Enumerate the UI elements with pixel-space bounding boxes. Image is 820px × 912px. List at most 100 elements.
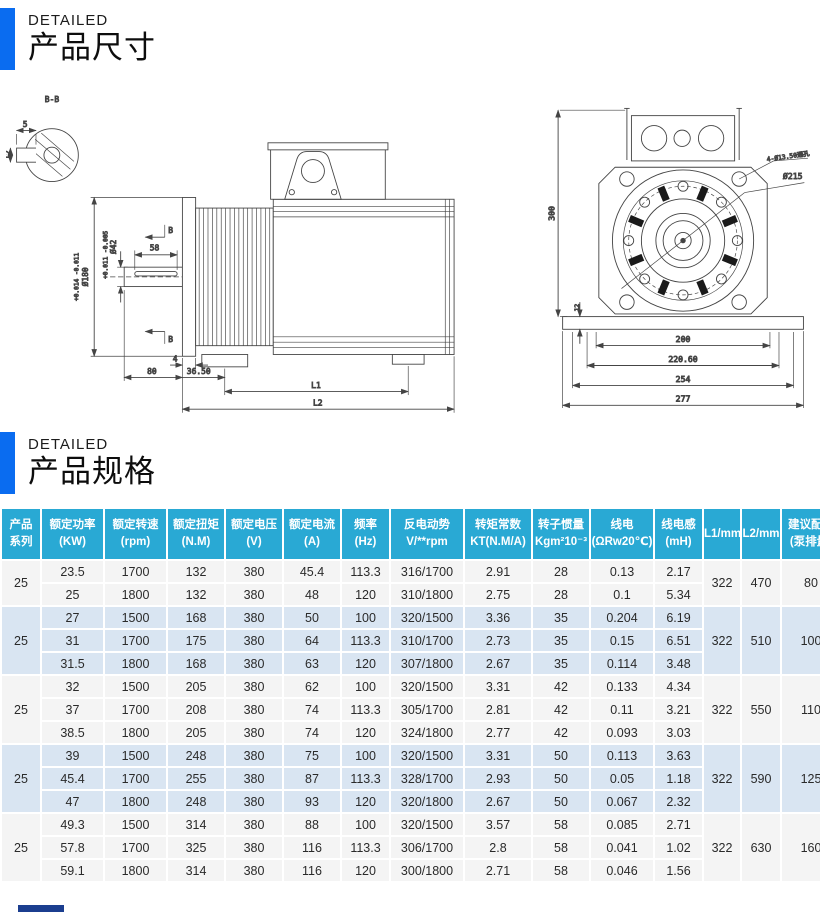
dim-l1: L1: [311, 381, 321, 390]
value-cell: 320/1500: [391, 814, 463, 835]
value-cell: 2.71: [465, 860, 531, 881]
value-cell: 2.71: [655, 814, 702, 835]
table-row: 45.4 1700 255 380 87 113.3 328/1700 2.93 50 0.05 1…: [2, 768, 820, 789]
value-cell: 0.11: [591, 699, 653, 720]
value-cell: 1.56: [655, 860, 702, 881]
value-cell: 93: [284, 791, 340, 812]
l2-cell: 630: [742, 814, 780, 881]
value-cell: 2.75: [465, 584, 531, 605]
value-cell: 50: [533, 745, 589, 766]
product-detail-page: { "colors": { "accent": "#0a6cf0", "tabl…: [0, 8, 820, 912]
value-cell: 325: [168, 837, 224, 858]
value-cell: 380: [226, 814, 282, 835]
table-row: 25 49.3 1500 314 380 88 100 320/1500 3.57 58 0.085…: [2, 814, 820, 881]
dim-3650: 36.50: [187, 367, 211, 376]
value-cell: 1700: [105, 630, 166, 651]
config-cell: 125: [782, 745, 820, 812]
column-header: 额定转速 (rpm): [105, 509, 166, 559]
value-cell: 50: [533, 768, 589, 789]
spec-table-header-row: 产品 系列 额定功率 (KW) 额定转速 (rpm) 额定扭矩 (N.M) 额定电压 (V) 额定电…: [2, 509, 820, 559]
value-cell: 23.5: [42, 561, 103, 582]
value-cell: 3.63: [655, 745, 702, 766]
value-cell: 2.8: [465, 837, 531, 858]
l2-cell: 590: [742, 745, 780, 812]
value-cell: 380: [226, 722, 282, 743]
value-cell: 25: [42, 584, 103, 605]
value-cell: 205: [168, 676, 224, 697]
value-cell: 314: [168, 860, 224, 881]
value-cell: 113.3: [342, 768, 389, 789]
value-cell: 58: [533, 814, 589, 835]
value-cell: 116: [284, 837, 340, 858]
value-cell: 132: [168, 584, 224, 605]
value-cell: 1500: [105, 676, 166, 697]
value-cell: 120: [342, 722, 389, 743]
column-header: 额定功率 (KW): [42, 509, 103, 559]
l2-cell: 510: [742, 607, 780, 674]
spec-table-wrap: 产品 系列 额定功率 (KW) 额定转速 (rpm) 额定扭矩 (N.M) 额定电压 (V) 额定电…: [0, 507, 820, 883]
section-eyebrow: DETAILED: [28, 436, 109, 454]
value-cell: 3.31: [465, 745, 531, 766]
value-cell: 116: [284, 860, 340, 881]
series-cell: 25: [2, 745, 40, 812]
value-cell: 0.093: [591, 722, 653, 743]
value-cell: 1500: [105, 814, 166, 835]
shaft-dia-label: Ø42: [108, 239, 118, 254]
flange-dia-label: Ø180: [80, 267, 90, 286]
value-cell: 4.34: [655, 676, 702, 697]
value-cell: 1700: [105, 837, 166, 858]
config-cell: 110: [782, 676, 820, 743]
value-cell: 3.31: [465, 676, 531, 697]
value-cell: 2.91: [465, 561, 531, 582]
value-cell: 47: [42, 791, 103, 812]
section-header-dimensions: DETAILED 产品尺寸: [0, 8, 820, 70]
section-title-dimensions: 产品尺寸: [28, 30, 156, 66]
value-cell: 324/1800: [391, 722, 463, 743]
column-header: 额定扭矩 (N.M): [168, 509, 224, 559]
value-cell: 0.113: [591, 745, 653, 766]
table-row: 25 27 1500 168 380 50 100 320/1500 3.36 35 0.204 6.…: [2, 607, 820, 674]
flange-tol-label: +0.014 -0.011: [73, 252, 80, 300]
value-cell: 39: [42, 745, 103, 766]
value-cell: 31.5: [42, 653, 103, 674]
value-cell: 0.041: [591, 837, 653, 858]
value-cell: 380: [226, 607, 282, 628]
table-row: 38.5 1800 205 380 74 120 324/1800 2.77 42 0.093 3.…: [2, 722, 820, 743]
value-cell: 2.67: [465, 791, 531, 812]
l1-cell: 322: [704, 607, 740, 674]
value-cell: 49.3: [42, 814, 103, 835]
value-cell: 310/1700: [391, 630, 463, 651]
value-cell: 380: [226, 630, 282, 651]
value-cell: 3.03: [655, 722, 702, 743]
value-cell: 100: [342, 814, 389, 835]
value-cell: 100: [342, 676, 389, 697]
value-cell: 120: [342, 791, 389, 812]
value-cell: 113.3: [342, 837, 389, 858]
value-cell: 1800: [105, 584, 166, 605]
column-header: 线电 (ΩRw20℃): [591, 509, 653, 559]
dim-254: 254: [676, 374, 691, 384]
series-cell: 25: [2, 607, 40, 674]
value-cell: 87: [284, 768, 340, 789]
value-cell: 380: [226, 561, 282, 582]
value-cell: 0.204: [591, 607, 653, 628]
value-cell: 1.02: [655, 837, 702, 858]
value-cell: 27: [42, 607, 103, 628]
view-marker-top: B: [168, 226, 173, 235]
value-cell: 320/1800: [391, 791, 463, 812]
column-header: 反电动势 V/**rpm: [391, 509, 463, 559]
value-cell: 45.4: [42, 768, 103, 789]
value-cell: 316/1700: [391, 561, 463, 582]
table-row: 59.1 1800 314 380 116 120 300/1800 2.71 58 0.046 1…: [2, 860, 820, 881]
dim-58: 58: [150, 243, 160, 252]
value-cell: 2.73: [465, 630, 531, 651]
value-cell: 58: [533, 837, 589, 858]
value-cell: 120: [342, 584, 389, 605]
value-cell: 50: [533, 791, 589, 812]
value-cell: 2.93: [465, 768, 531, 789]
value-cell: 380: [226, 768, 282, 789]
value-cell: 45.4: [284, 561, 340, 582]
l1-cell: 322: [704, 814, 740, 881]
value-cell: 74: [284, 699, 340, 720]
value-cell: 58: [533, 860, 589, 881]
